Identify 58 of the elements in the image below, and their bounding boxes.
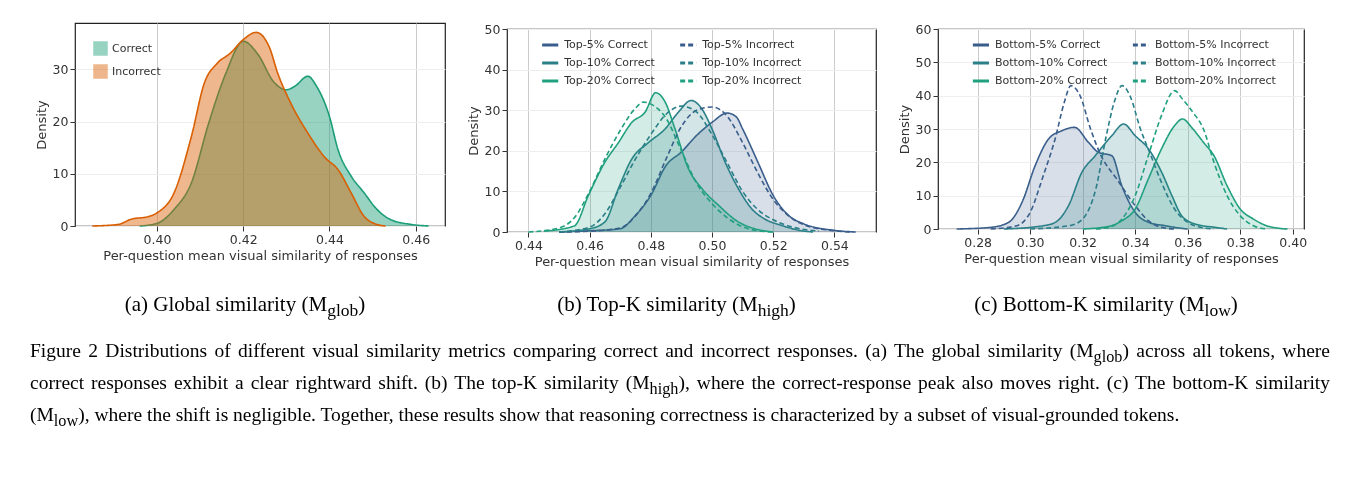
text: (b) Top-K similarity (M$_{high}$): [556, 292, 797, 322]
legend-label: Top-5% Incorrect: [701, 38, 796, 51]
x-tick-label: 0.34: [1121, 234, 1150, 250]
y-tick-label: 10: [52, 166, 69, 182]
legend-label: Top-10% Incorrect: [701, 56, 803, 69]
x-tick-label: 0.50: [698, 237, 727, 253]
x-tick-label: 0.32: [1069, 234, 1098, 250]
y-axis-title: Density: [465, 105, 481, 156]
text: (a) Global similarity (M$_{glob}$): [123, 292, 367, 322]
x-tick-label: 0.54: [820, 237, 849, 253]
x-tick-label: 0.38: [1226, 234, 1255, 250]
y-tick-label: 0: [492, 224, 501, 240]
legend-label: Top-20% Correct: [563, 74, 656, 87]
text: (c) Bottom-K similarity (M$_{low}$): [973, 292, 1239, 322]
y-tick-label: 10: [484, 183, 501, 199]
y-tick-label: 40: [484, 62, 501, 78]
y-tick-label: 30: [484, 102, 501, 118]
x-tick-label: 0.46: [402, 231, 431, 247]
legend-label: Top-10% Correct: [563, 56, 656, 69]
y-tick-label: 30: [915, 121, 932, 137]
legend-label: Incorrect: [112, 64, 162, 78]
y-tick-label: 20: [484, 143, 501, 159]
x-tick-label: 0.44: [316, 231, 344, 247]
legend-label: Bottom-5% Correct: [994, 38, 1102, 51]
x-tick-label: 0.36: [1174, 234, 1203, 250]
legend-label: Bottom-20% Incorrect: [1154, 74, 1277, 87]
legend-label: Bottom-5% Incorrect: [1154, 38, 1270, 51]
legend-label: Top-5% Correct: [563, 38, 649, 51]
y-tick-label: 50: [915, 54, 932, 70]
x-tick-label: 0.40: [143, 231, 172, 247]
legend-label: Bottom-20% Correct: [994, 74, 1109, 87]
x-tick-label: 0.48: [637, 237, 666, 253]
legend-label: Correct: [112, 41, 153, 55]
x-axis-title: Per-question mean visual similarity of responses: [534, 254, 850, 269]
x-tick-label: 0.46: [576, 237, 605, 253]
y-tick-label: 20: [915, 154, 932, 170]
y-tick-label: 60: [915, 21, 932, 37]
x-tick-label: 0.40: [1279, 234, 1308, 250]
legend-label: Bottom-10% Correct: [994, 56, 1109, 69]
y-tick-label: 50: [484, 21, 501, 37]
x-axis-title: Per-question mean visual similarity of responses: [103, 248, 418, 263]
x-tick-label: 0.52: [759, 237, 788, 253]
x-tick-label: 0.30: [1016, 234, 1045, 250]
text: Figure 2 Distributions of different visual similarity metrics comparing correct and incorrect responses. (a) The global similarity (M$_{glob}$) across all tokens, where correct responses exhibit a clear rightward shift. (b) The top-K similarity (M$_{high}$), where the correct-response peak also moves right. (c) The bottom-K similarity (M$_{low}$), where the shift is negligible. Together, these results show that reasoning correctness is characterized by a subset of visual-grounded tokens.: [30, 340, 1331, 430]
y-tick-label: 40: [915, 88, 932, 104]
x-tick-label: 0.28: [964, 234, 993, 250]
legend-label: Top-20% Incorrect: [701, 74, 803, 87]
y-axis-title: Density: [896, 104, 912, 155]
y-tick-label: 20: [52, 114, 69, 130]
x-tick-label: 0.42: [229, 231, 258, 247]
x-axis-title: Per-question mean visual similarity of responses: [964, 251, 1279, 266]
y-tick-label: 10: [915, 188, 932, 204]
legend-label: Bottom-10% Incorrect: [1154, 56, 1277, 69]
y-tick-label: 30: [52, 61, 69, 77]
y-tick-label: 0: [923, 221, 932, 237]
y-axis-title: Density: [33, 99, 49, 150]
y-tick-label: 0: [60, 218, 69, 234]
x-tick-label: 0.44: [515, 237, 543, 253]
